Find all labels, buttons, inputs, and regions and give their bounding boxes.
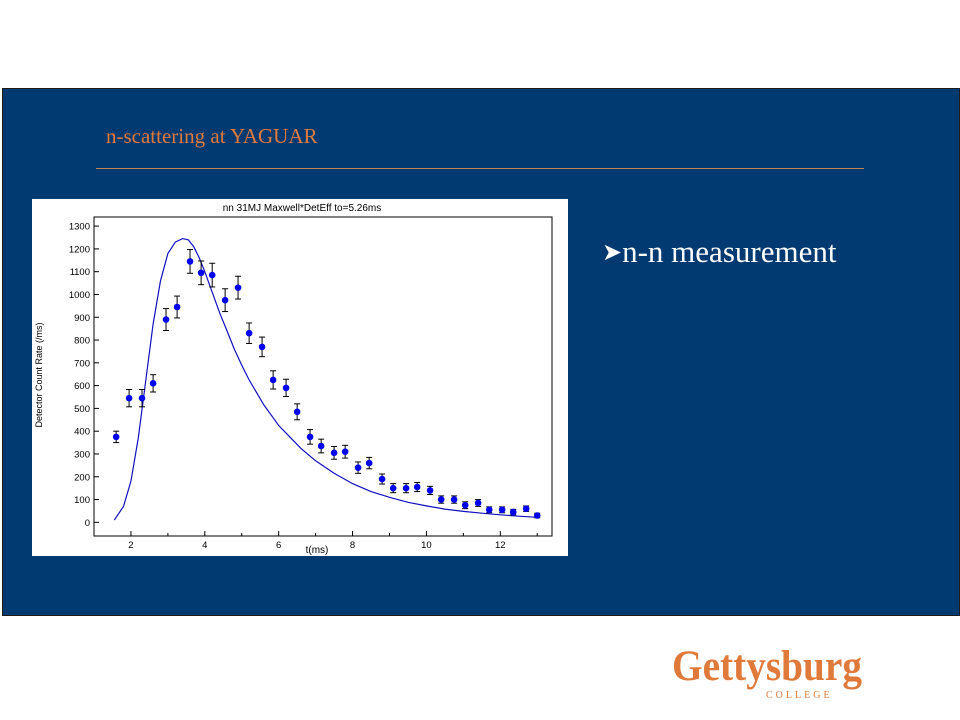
svg-text:COLLEGE: COLLEGE: [766, 690, 833, 701]
data-point: [509, 508, 517, 516]
gettysburg-logo-icon: Gettysburg COLLEGE: [672, 643, 862, 701]
data-point: [317, 442, 325, 450]
data-point: [245, 329, 253, 337]
chart-title: nn 31MJ Maxwell*DetEff to=5.26ms: [223, 203, 382, 214]
college-logo: Gettysburg COLLEGE: [672, 640, 872, 704]
data-point: [186, 258, 194, 265]
data-point: [208, 271, 216, 279]
y-tick-label: 0: [85, 518, 90, 529]
data-point: [485, 506, 493, 514]
x-axis-label: t(ms): [306, 545, 329, 556]
data-point: [293, 408, 301, 416]
x-tick-label: 6: [276, 540, 281, 551]
title-divider: [96, 168, 864, 169]
y-axis-label: Detector Count Rate (/ms): [34, 322, 44, 427]
data-point: [149, 380, 157, 387]
data-point: [461, 501, 469, 509]
data-point: [125, 394, 133, 402]
bullet-item: ➤n-n measurement: [602, 234, 836, 270]
data-point: [413, 483, 421, 491]
y-tick-label: 500: [74, 404, 90, 415]
data-point: [450, 496, 458, 503]
y-tick-label: 600: [74, 381, 90, 392]
y-tick-label: 100: [74, 495, 90, 506]
data-point: [354, 464, 362, 471]
scatter-chart: nn 31MJ Maxwell*DetEff to=5.26ms t(ms) D…: [34, 203, 553, 556]
data-point: [533, 512, 541, 519]
bullet-text: n-n measurement: [622, 234, 837, 269]
y-tick-label: 1100: [70, 267, 90, 278]
data-point: [197, 269, 205, 277]
x-tick-label: 8: [350, 540, 355, 551]
data-point: [522, 505, 530, 512]
plot-frame: [93, 216, 553, 537]
data-point: [234, 284, 242, 291]
bullet-arrow-icon: ➤: [602, 240, 623, 266]
x-tick-label: 4: [202, 540, 207, 551]
data-point: [138, 394, 146, 402]
y-tick-label: 1000: [69, 290, 90, 301]
y-tick-label: 400: [74, 427, 90, 438]
y-tick-label: 700: [74, 358, 90, 369]
y-tick-label: 800: [74, 336, 90, 347]
data-point: [112, 433, 120, 441]
slide-title: n-scattering at YAGUAR: [106, 124, 318, 148]
data-point: [474, 499, 482, 507]
x-tick-label: 12: [495, 540, 506, 551]
y-tick-label: 200: [74, 472, 90, 483]
data-point: [389, 484, 397, 492]
data-point: [426, 487, 434, 494]
data-point: [258, 343, 266, 351]
data-point: [221, 296, 229, 304]
data-point: [269, 376, 277, 384]
data-point: [282, 384, 290, 392]
data-point: [402, 484, 410, 492]
data-point: [173, 303, 181, 311]
x-tick-label: 2: [128, 540, 133, 551]
y-tick-label: 1200: [69, 244, 90, 255]
data-point: [365, 459, 373, 467]
y-tick-label: 1300: [69, 222, 90, 233]
fit-curve-line: [113, 237, 538, 521]
plot-figure: nn 31MJ Maxwell*DetEff to=5.26ms t(ms) D…: [32, 199, 568, 556]
data-point: [498, 506, 506, 514]
data-point: [306, 433, 314, 441]
x-tick-label: 10: [421, 540, 432, 551]
svg-text:Gettysburg: Gettysburg: [672, 643, 862, 690]
data-point: [378, 475, 386, 483]
data-point: [437, 496, 445, 503]
y-tick-label: 300: [74, 449, 90, 460]
data-point: [330, 449, 338, 457]
data-point: [341, 448, 349, 455]
y-tick-label: 900: [74, 313, 90, 324]
data-point: [162, 316, 170, 323]
